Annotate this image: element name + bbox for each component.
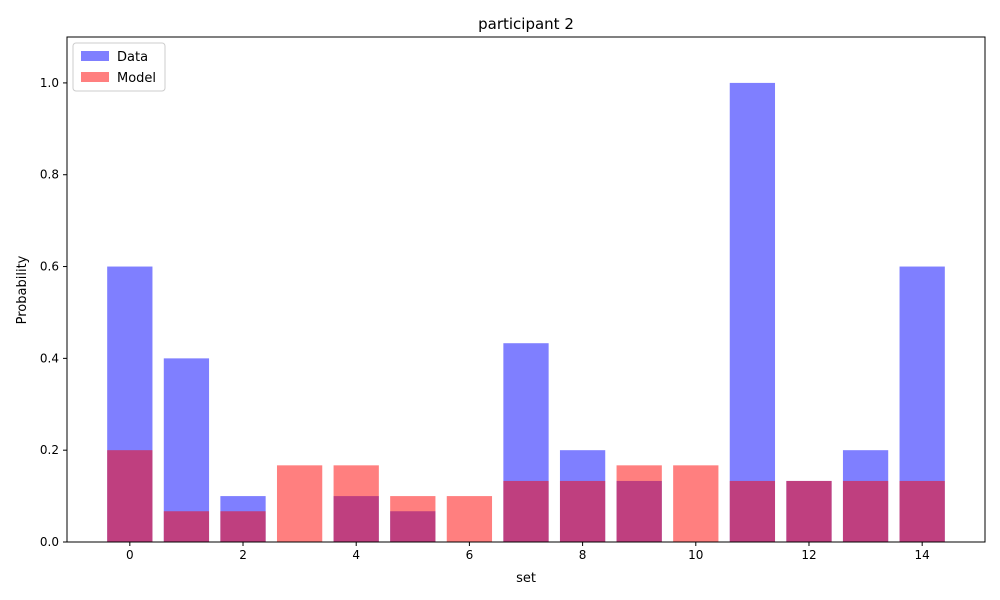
bar-model-3 — [276, 465, 323, 542]
bar-model-13 — [842, 480, 889, 542]
x-tick-label: 14 — [915, 548, 930, 562]
bar-model-9 — [616, 465, 662, 542]
x-tick-label: 10 — [688, 548, 703, 562]
y-tick-label: 0.4 — [40, 351, 59, 365]
x-tick-label: 2 — [239, 548, 247, 562]
x-tick-label: 4 — [352, 548, 360, 562]
y-tick-label: 0.6 — [40, 260, 59, 274]
y-tick-label: 0.0 — [40, 535, 59, 549]
bar-model-11 — [729, 480, 776, 542]
y-tick-label: 0.8 — [40, 168, 59, 182]
bar-model-6 — [446, 496, 493, 542]
legend-swatch-model — [81, 72, 109, 82]
bar-model-10 — [673, 465, 719, 542]
y-tick-label: 1.0 — [40, 76, 59, 90]
bar-model-14 — [899, 480, 945, 542]
legend: Data Model — [72, 42, 166, 92]
bar-data-11 — [729, 82, 776, 542]
x-tick-label: 6 — [466, 548, 474, 562]
bar-model-5 — [390, 496, 436, 542]
x-tick-label: 12 — [801, 548, 816, 562]
bar-model-0 — [107, 450, 153, 542]
y-axis-ticks: 0.0 0.2 0.4 0.6 0.8 1.0 — [40, 76, 67, 549]
legend-swatch-data — [81, 51, 109, 61]
x-axis-ticks: 0 2 4 6 8 10 12 14 — [126, 542, 930, 562]
legend-label-data: Data — [117, 50, 148, 65]
bar-model-7 — [503, 480, 549, 542]
bar-model-4 — [333, 465, 379, 542]
x-tick-label: 0 — [126, 548, 134, 562]
bar-model-2 — [220, 511, 266, 542]
plot-frame — [66, 36, 986, 543]
y-axis-label: Probability — [15, 255, 30, 324]
x-tick-label: 8 — [579, 548, 587, 562]
y-tick-label: 0.2 — [40, 443, 59, 457]
bar-model-12 — [786, 480, 832, 542]
bar-model-8 — [559, 480, 606, 542]
chart-title: participant 2 — [478, 15, 574, 33]
x-axis-label: set — [516, 571, 536, 586]
legend-label-model: Model — [117, 71, 156, 86]
bar-model-1 — [163, 511, 210, 542]
bars-layer — [107, 82, 945, 542]
